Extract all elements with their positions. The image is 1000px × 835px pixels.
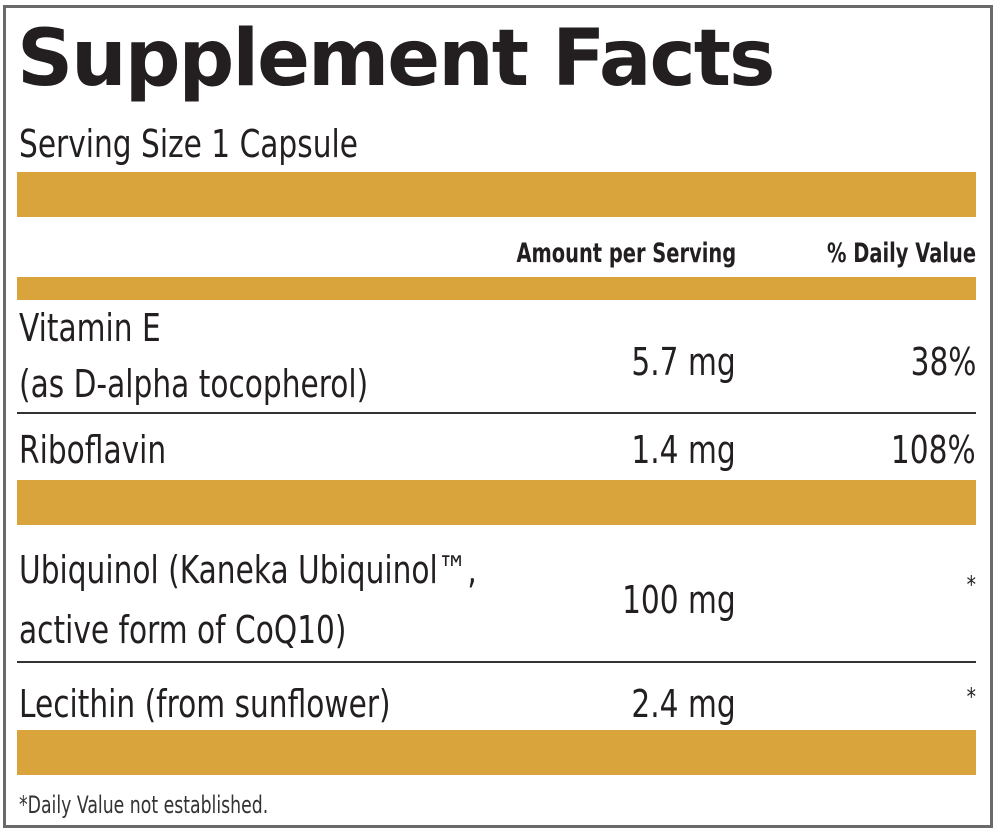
divider-bar-middle — [17, 480, 976, 525]
nutrient-amount: 2.4 mg — [631, 682, 736, 726]
nutrient-name: Riboflavin — [19, 428, 167, 472]
nutrient-amount: 1.4 mg — [631, 428, 736, 472]
nutrient-daily-value: * — [966, 683, 976, 711]
column-header-daily-value: % Daily Value — [826, 238, 976, 269]
supplement-facts-panel: Supplement Facts Serving Size 1 Capsule … — [3, 5, 993, 828]
nutrient-daily-value: 38% — [910, 340, 976, 384]
nutrient-name-detail: (as D-alpha tocopherol) — [19, 362, 369, 406]
divider-bar-top — [17, 172, 976, 217]
row-divider — [17, 412, 976, 414]
nutrient-amount: 5.7 mg — [631, 340, 736, 384]
nutrient-name: Lecithin (from sunflower) — [19, 682, 391, 726]
nutrient-name-detail: active form of CoQ10) — [19, 608, 347, 652]
row-divider — [17, 661, 976, 663]
panel-title: Supplement Facts — [17, 14, 775, 104]
nutrient-name: Vitamin E — [19, 306, 161, 350]
nutrient-daily-value: 108% — [891, 428, 976, 472]
divider-bar-bottom — [17, 730, 976, 775]
column-header-amount: Amount per Serving — [516, 238, 736, 269]
serving-size: Serving Size 1 Capsule — [19, 122, 358, 166]
panel-content: Supplement Facts Serving Size 1 Capsule … — [17, 8, 976, 825]
nutrient-amount: 100 mg — [622, 578, 736, 622]
divider-bar-header — [17, 277, 976, 300]
nutrient-daily-value: * — [966, 571, 976, 599]
footnote: *Daily Value not established. — [19, 791, 269, 819]
nutrient-name: Ubiquinol (Kaneka Ubiquinol™, — [19, 548, 477, 592]
